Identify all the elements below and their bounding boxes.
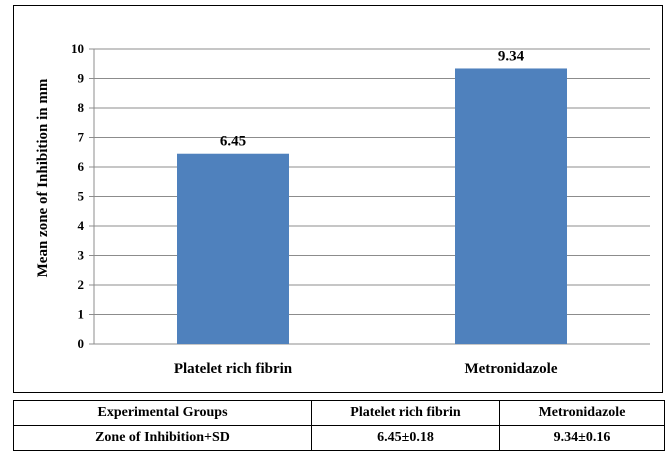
y-tick-labels: 0 1 2 3 4 5 6 7 8 9 10 — [71, 41, 85, 351]
x-category-labels: Platelet rich fibrin Metronidazole — [174, 361, 558, 377]
data-label: 6.45 — [220, 134, 246, 150]
x-category-label: Platelet rich fibrin — [174, 361, 293, 377]
bar — [455, 68, 567, 344]
bars — [177, 68, 567, 344]
y-tick-label: 6 — [78, 159, 85, 174]
y-tick-label: 1 — [78, 307, 85, 322]
table-cell: Zone of Inhibition+SD — [13, 425, 312, 451]
results-table: Experimental Groups Platelet rich fibrin… — [13, 400, 665, 451]
y-tick-label: 9 — [78, 71, 85, 86]
y-tick-label: 0 — [78, 336, 85, 351]
y-tick-label: 5 — [78, 189, 85, 204]
table-header-cell: Platelet rich fibrin — [311, 400, 500, 426]
bar — [177, 153, 289, 344]
table-row: Zone of Inhibition+SD 6.45±0.18 9.34±0.1… — [13, 425, 665, 451]
y-tick-label: 3 — [78, 248, 85, 263]
y-tick-label: 4 — [78, 218, 85, 233]
chart-frame: 0 1 2 3 4 5 6 7 8 9 10 6.45 9.34 Platelet rich fibr… — [13, 5, 663, 393]
table-cell: 9.34±0.16 — [499, 425, 665, 451]
y-tick-label: 10 — [71, 41, 84, 56]
table-header-row: Experimental Groups Platelet rich fibrin… — [13, 400, 665, 426]
y-tick-label: 2 — [78, 277, 85, 292]
data-labels: 6.45 9.34 — [220, 48, 525, 149]
y-tick-label: 7 — [78, 130, 85, 145]
data-label: 9.34 — [498, 48, 525, 64]
table-header-cell: Experimental Groups — [13, 400, 312, 426]
y-axis-label: Mean zone of Inhibition in mm — [35, 78, 51, 277]
table-cell: 6.45±0.18 — [311, 425, 500, 451]
x-category-label: Metronidazole — [464, 361, 557, 377]
table-header-cell: Metronidazole — [499, 400, 665, 426]
y-tick-label: 8 — [78, 100, 85, 115]
bar-chart: 0 1 2 3 4 5 6 7 8 9 10 6.45 9.34 Platelet rich fibr… — [35, 41, 650, 377]
